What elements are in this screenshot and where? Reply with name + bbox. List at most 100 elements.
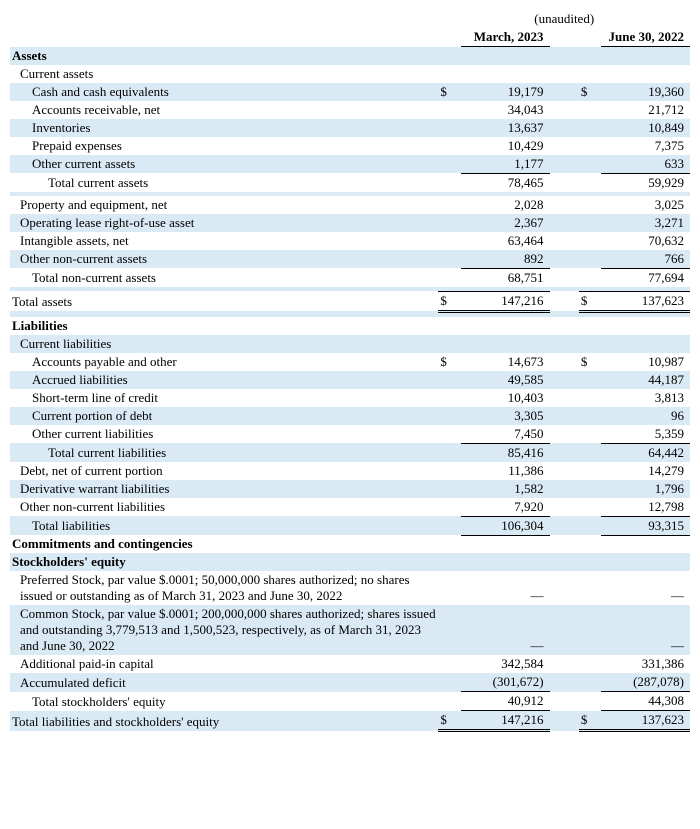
unaudited-label: (unaudited) — [438, 10, 690, 28]
tnca-2: 77,694 — [601, 268, 690, 287]
tca-label: Total current assets — [10, 173, 438, 192]
onca-label: Other non-current assets — [10, 250, 438, 269]
dwl-label: Derivative warrant liabilities — [10, 480, 438, 498]
ppe-label: Property and equipment, net — [10, 196, 438, 214]
current-assets-title: Current assets — [10, 65, 438, 83]
balance-sheet-table: (unaudited) March, 2023 June 30, 2022 As… — [10, 10, 690, 732]
ta-1: 147,216 — [461, 291, 550, 311]
cc-title: Commitments and contingencies — [10, 535, 438, 553]
al-label: Accrued liabilities — [10, 371, 438, 389]
al-1: 49,585 — [461, 371, 550, 389]
ad-label: Accumulated deficit — [10, 673, 438, 692]
tnca-1: 68,751 — [461, 268, 550, 287]
intan-label: Intangible assets, net — [10, 232, 438, 250]
debt-2: 14,279 — [601, 462, 690, 480]
ap-2: 10,987 — [601, 353, 690, 371]
tcl-2: 64,442 — [601, 443, 690, 462]
apic-2: 331,386 — [601, 655, 690, 673]
loc-2: 3,813 — [601, 389, 690, 407]
ap-label: Accounts payable and other — [10, 353, 438, 371]
prepaid-2: 7,375 — [601, 137, 690, 155]
ar-label: Accounts receivable, net — [10, 101, 438, 119]
oca-1: 1,177 — [461, 155, 550, 174]
inv-1: 13,637 — [461, 119, 550, 137]
tl-1: 106,304 — [461, 516, 550, 535]
cpd-1: 3,305 — [461, 407, 550, 425]
tse-1: 40,912 — [461, 692, 550, 711]
ad-1: (301,672) — [461, 673, 550, 692]
tnca-label: Total non-current assets — [10, 268, 438, 287]
ps-1: — — [461, 571, 550, 605]
oca-label: Other current assets — [10, 155, 438, 174]
rou-2: 3,271 — [601, 214, 690, 232]
tca-1: 78,465 — [461, 173, 550, 192]
currency-symbol: $ — [579, 711, 601, 731]
apic-1: 342,584 — [461, 655, 550, 673]
cash-1: 19,179 — [461, 83, 550, 101]
inv-2: 10,849 — [601, 119, 690, 137]
ap-1: 14,673 — [461, 353, 550, 371]
dwl-1: 1,582 — [461, 480, 550, 498]
ta-2: 137,623 — [601, 291, 690, 311]
ocl-2: 5,359 — [601, 425, 690, 444]
currency-symbol: $ — [438, 353, 460, 371]
ps-2: — — [601, 571, 690, 605]
currency-symbol: $ — [579, 83, 601, 101]
oca-2: 633 — [601, 155, 690, 174]
rou-label: Operating lease right-of-use asset — [10, 214, 438, 232]
ocl-1: 7,450 — [461, 425, 550, 444]
cash-label: Cash and cash equivalents — [10, 83, 438, 101]
currency-symbol: $ — [579, 353, 601, 371]
currency-symbol: $ — [438, 291, 460, 311]
onca-2: 766 — [601, 250, 690, 269]
inv-label: Inventories — [10, 119, 438, 137]
apic-label: Additional paid-in capital — [10, 655, 438, 673]
tlse-1: 147,216 — [461, 711, 550, 731]
prepaid-1: 10,429 — [461, 137, 550, 155]
onca-1: 892 — [461, 250, 550, 269]
ppe-1: 2,028 — [461, 196, 550, 214]
cpd-2: 96 — [601, 407, 690, 425]
tcl-1: 85,416 — [461, 443, 550, 462]
ta-label: Total assets — [10, 291, 438, 311]
oncl-1: 7,920 — [461, 498, 550, 517]
tse-2: 44,308 — [601, 692, 690, 711]
loc-1: 10,403 — [461, 389, 550, 407]
ar-1: 34,043 — [461, 101, 550, 119]
intan-2: 70,632 — [601, 232, 690, 250]
intan-1: 63,464 — [461, 232, 550, 250]
tl-2: 93,315 — [601, 516, 690, 535]
period1-header: March, 2023 — [461, 28, 550, 47]
currency-symbol: $ — [579, 291, 601, 311]
tlse-label: Total liabilities and stockholders' equi… — [10, 711, 438, 731]
cs-label: Common Stock, par value $.0001; 200,000,… — [10, 605, 438, 655]
liab-title: Liabilities — [10, 317, 438, 335]
oncl-2: 12,798 — [601, 498, 690, 517]
cl-title: Current liabilities — [10, 335, 438, 353]
oncl-label: Other non-current liabilities — [10, 498, 438, 517]
assets-title: Assets — [10, 47, 438, 65]
cpd-label: Current portion of debt — [10, 407, 438, 425]
tlse-2: 137,623 — [601, 711, 690, 731]
tl-label: Total liabilities — [10, 516, 438, 535]
ps-label: Preferred Stock, par value $.0001; 50,00… — [10, 571, 438, 605]
ar-2: 21,712 — [601, 101, 690, 119]
ad-2: (287,078) — [601, 673, 690, 692]
ppe-2: 3,025 — [601, 196, 690, 214]
tca-2: 59,929 — [601, 173, 690, 192]
cs-1: — — [461, 605, 550, 655]
tse-label: Total stockholders' equity — [10, 692, 438, 711]
loc-label: Short-term line of credit — [10, 389, 438, 407]
period2-header: June 30, 2022 — [601, 28, 690, 47]
prepaid-label: Prepaid expenses — [10, 137, 438, 155]
currency-symbol: $ — [438, 83, 460, 101]
rou-1: 2,367 — [461, 214, 550, 232]
dwl-2: 1,796 — [601, 480, 690, 498]
cs-2: — — [601, 605, 690, 655]
cash-2: 19,360 — [601, 83, 690, 101]
al-2: 44,187 — [601, 371, 690, 389]
tcl-label: Total current liabilities — [10, 443, 438, 462]
debt-1: 11,386 — [461, 462, 550, 480]
ocl-label: Other current liabilities — [10, 425, 438, 444]
currency-symbol: $ — [438, 711, 460, 731]
